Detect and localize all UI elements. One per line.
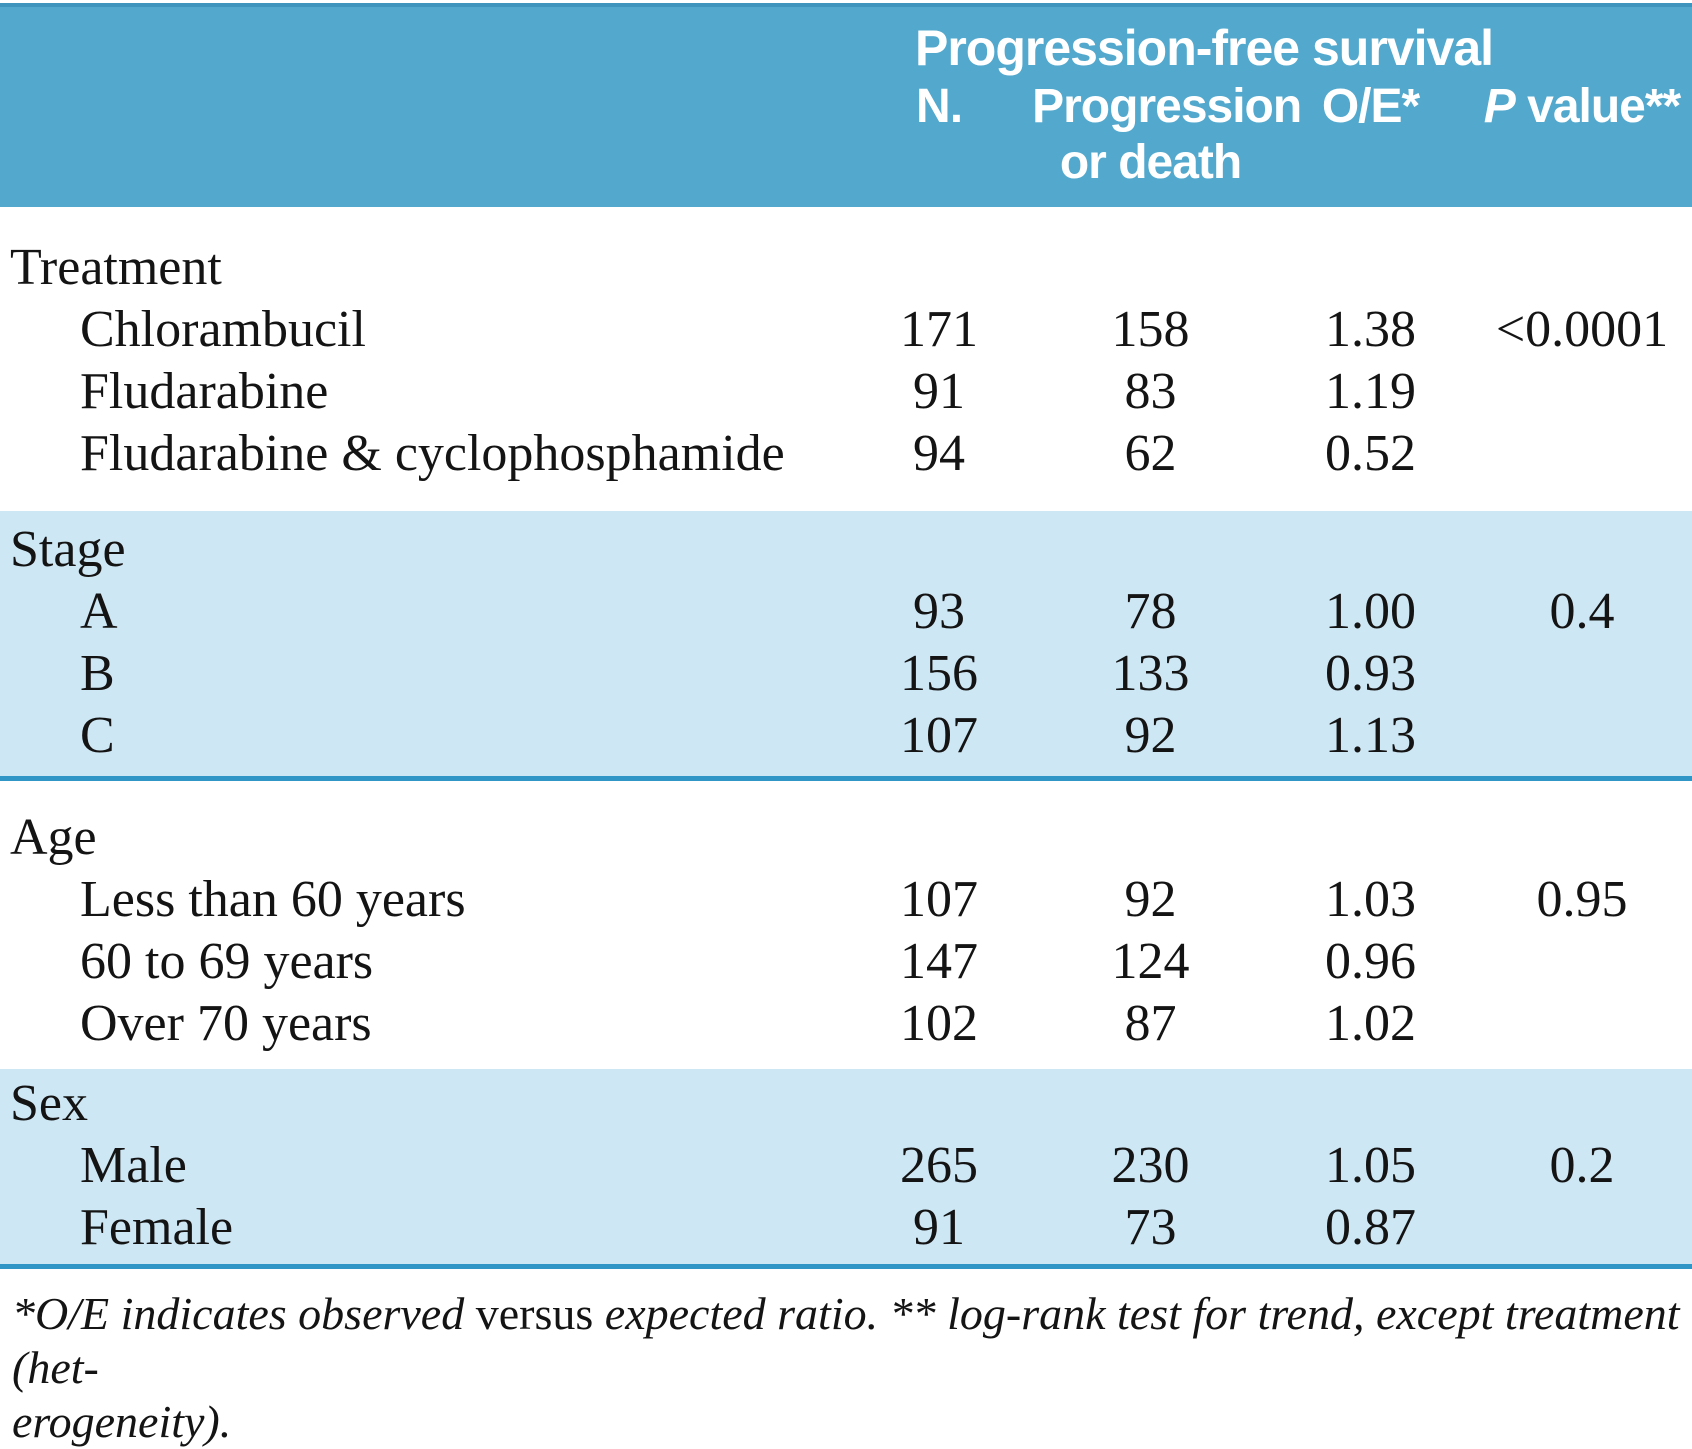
cell-events: 124 <box>1111 933 1190 990</box>
table-row: B 156 133 0.93 <box>0 643 1692 705</box>
footnote-versus-roman: versus <box>475 1288 594 1339</box>
footnote-text-italic: expected ratio. ** log-rank test for tre… <box>12 1288 1680 1393</box>
group-row: Treatment <box>0 237 1692 299</box>
section-stage: Stage A 93 78 1.00 0.4 B 156 133 0.93 C … <box>0 511 1692 776</box>
table-row: Fludarabine 91 83 1.19 <box>0 361 1692 423</box>
cell-events: 78 <box>1124 583 1177 640</box>
group-label: Sex <box>10 1075 88 1132</box>
cell-events: 73 <box>1124 1199 1177 1256</box>
group-label: Stage <box>10 521 126 578</box>
group-label: Age <box>10 809 97 866</box>
cell-p: 0.2 <box>1549 1137 1615 1194</box>
section-sex: Sex Male 265 230 1.05 0.2 Female 91 73 0… <box>0 1069 1692 1264</box>
cell-n: 94 <box>913 425 966 482</box>
header-spacer <box>0 79 846 135</box>
row-label: Fludarabine <box>80 363 329 420</box>
cell-p <box>1472 643 1692 705</box>
cell-p <box>1472 423 1692 485</box>
table-row: Fludarabine & cyclophosphamide 94 62 0.5… <box>0 423 1692 485</box>
cell-n: 102 <box>900 995 979 1052</box>
section-divider-rule <box>0 776 1692 781</box>
pvalue-rest: value** <box>1514 80 1681 133</box>
table-row: C 107 92 1.13 <box>0 705 1692 767</box>
cell-n: 107 <box>900 871 979 928</box>
column-header-oe: O/E* <box>1321 80 1420 133</box>
cell-oe: 0.52 <box>1325 425 1416 482</box>
cell-n: 156 <box>900 645 979 702</box>
cell-p <box>1472 993 1692 1055</box>
cell-events: 133 <box>1111 645 1190 702</box>
row-label: Male <box>80 1137 187 1194</box>
cell-n: 91 <box>913 363 966 420</box>
cell-events: 87 <box>1124 995 1177 1052</box>
table-row: A 93 78 1.00 0.4 <box>0 581 1692 643</box>
cell-p <box>1472 705 1692 767</box>
row-label: Fludarabine & cyclophosphamide <box>80 425 785 482</box>
row-label: C <box>80 707 115 764</box>
group-label: Treatment <box>10 239 222 296</box>
cell-events: 83 <box>1124 363 1177 420</box>
cell-p <box>1472 931 1692 993</box>
cell-events: 62 <box>1124 425 1177 482</box>
column-header-progression: Progression <box>1032 80 1302 133</box>
cell-n: 91 <box>913 1199 966 1256</box>
table-row: Male 265 230 1.05 0.2 <box>0 1135 1692 1197</box>
column-header-pvalue: P value** <box>1472 79 1692 135</box>
cell-events: 158 <box>1111 301 1190 358</box>
cell-oe: 1.19 <box>1325 363 1416 420</box>
row-label: Less than 60 years <box>80 871 466 928</box>
group-row: Age <box>0 807 1692 869</box>
pvalue-italic-p: P <box>1483 80 1516 133</box>
cell-p <box>1472 1197 1692 1259</box>
cell-oe: 1.05 <box>1325 1137 1416 1194</box>
table-row: Less than 60 years 107 92 1.03 0.95 <box>0 869 1692 931</box>
cell-oe: 1.38 <box>1325 301 1416 358</box>
table-header: Progression-free survival N. Progression… <box>0 3 1692 207</box>
cell-events: 92 <box>1124 871 1177 928</box>
section-divider-rule <box>0 1264 1692 1269</box>
cell-oe: 0.93 <box>1325 645 1416 702</box>
cell-events: 230 <box>1111 1137 1190 1194</box>
cell-n: 171 <box>900 301 979 358</box>
table-row: Over 70 years 102 87 1.02 <box>0 993 1692 1055</box>
cell-n: 265 <box>900 1137 979 1194</box>
section-age: Age Less than 60 years 107 92 1.03 0.95 … <box>0 781 1692 1069</box>
cell-events: 92 <box>1124 707 1177 764</box>
cell-oe: 0.87 <box>1325 1199 1416 1256</box>
table-row: Female 91 73 0.87 <box>0 1197 1692 1259</box>
cell-n: 147 <box>900 933 979 990</box>
table-footnote: *O/E indicates observed versus expected … <box>0 1269 1692 1449</box>
cell-p <box>1472 361 1692 423</box>
footnote-text-line2: erogeneity). <box>12 1396 232 1447</box>
cell-n: 107 <box>900 707 979 764</box>
section-treatment: Treatment Chlorambucil 171 158 1.38 <0.0… <box>0 207 1692 511</box>
cell-oe: 1.03 <box>1325 871 1416 928</box>
header-column-row-2: or death <box>0 135 1692 191</box>
group-row: Sex <box>0 1073 1692 1135</box>
table-row: 60 to 69 years 147 124 0.96 <box>0 931 1692 993</box>
cell-p: 0.95 <box>1536 871 1628 928</box>
cell-oe: 1.02 <box>1325 995 1416 1052</box>
row-label: B <box>80 645 115 702</box>
page-top-margin <box>0 0 1692 3</box>
row-label: A <box>80 583 118 640</box>
row-label: 60 to 69 years <box>80 933 374 990</box>
row-label: Female <box>80 1199 234 1256</box>
column-header-n: N. <box>916 80 963 133</box>
cell-n: 93 <box>913 583 966 640</box>
cell-oe: 1.13 <box>1325 707 1416 764</box>
cell-p: 0.4 <box>1549 583 1615 640</box>
cell-oe: 1.00 <box>1325 583 1416 640</box>
cell-oe: 0.96 <box>1325 933 1416 990</box>
group-row: Stage <box>0 519 1692 581</box>
header-span-title: Progression-free survival <box>914 20 1494 76</box>
row-label: Over 70 years <box>80 995 372 1052</box>
table-row: Chlorambucil 171 158 1.38 <0.0001 <box>0 299 1692 361</box>
cell-p: <0.0001 <box>1495 301 1669 358</box>
column-header-progression-line2: or death <box>1059 136 1242 189</box>
header-column-row: N. Progression O/E* P value** <box>0 79 1692 135</box>
footnote-text-italic: *O/E indicates observed <box>12 1288 476 1339</box>
row-label: Chlorambucil <box>80 301 366 358</box>
